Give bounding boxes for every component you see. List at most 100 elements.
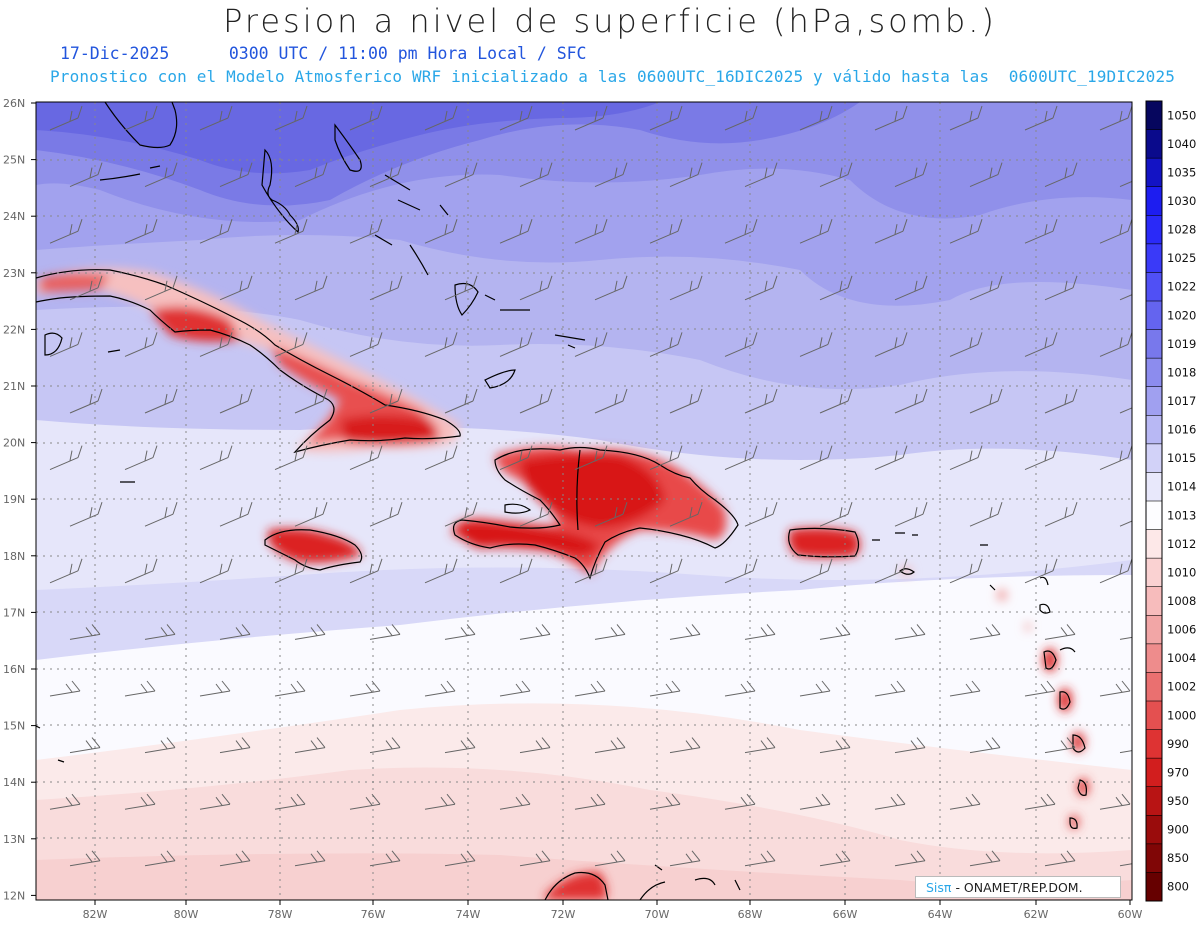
lon-label: 80W bbox=[174, 908, 199, 921]
wind-barb bbox=[124, 219, 158, 244]
wind-barb bbox=[969, 275, 1003, 301]
wind-barb bbox=[1024, 445, 1058, 471]
wind-barb bbox=[819, 388, 853, 414]
wind-barb bbox=[144, 624, 176, 640]
wind-barb bbox=[1099, 219, 1132, 244]
colorbar-swatch bbox=[1146, 129, 1162, 159]
wind-barb bbox=[274, 680, 306, 697]
wind-barb bbox=[444, 275, 478, 301]
wind-barb bbox=[219, 737, 251, 754]
colorbar-swatch bbox=[1146, 815, 1162, 845]
wind-barb bbox=[649, 105, 683, 131]
wind-barb bbox=[669, 388, 703, 414]
credit-box: Sisπ - ONAMET/REP.DOM. bbox=[915, 876, 1121, 898]
land-pressure-anomalies bbox=[36, 268, 1089, 900]
wind-barb bbox=[1044, 162, 1078, 188]
wind-barb bbox=[349, 105, 383, 131]
colorbar-swatch bbox=[1146, 101, 1162, 131]
wind-barb bbox=[1044, 502, 1078, 527]
lat-label: 12N bbox=[3, 889, 25, 902]
colorbar-label: 1040 bbox=[1167, 137, 1196, 151]
wind-barb bbox=[69, 850, 101, 867]
model-info-line: Pronostico con el Modelo Atmosferico WRF… bbox=[50, 67, 1176, 86]
lat-label: 20N bbox=[3, 437, 25, 450]
wind-barb bbox=[649, 558, 683, 584]
wind-barb bbox=[799, 219, 833, 244]
wind-barb bbox=[1024, 793, 1056, 810]
lon-label: 62W bbox=[1024, 908, 1049, 921]
coastlines bbox=[36, 102, 1087, 900]
wind-barb bbox=[969, 388, 1003, 414]
wind-barb bbox=[144, 502, 178, 527]
wind-barb bbox=[199, 219, 233, 244]
wind-barb bbox=[369, 737, 401, 754]
wind-barb bbox=[499, 219, 533, 244]
wind-barb bbox=[49, 105, 83, 131]
colorbar-swatch bbox=[1146, 786, 1162, 816]
wind-barb bbox=[669, 850, 701, 867]
colorbar-label: 1000 bbox=[1167, 708, 1196, 722]
wind-barb bbox=[219, 624, 251, 640]
wind-barb bbox=[574, 680, 606, 697]
wind-barb bbox=[1044, 624, 1076, 640]
colorbar-swatch bbox=[1146, 158, 1162, 188]
wind-barb bbox=[274, 558, 308, 584]
credit-text: - ONAMET/REP.DOM. bbox=[955, 880, 1083, 895]
wind-barb bbox=[219, 275, 253, 301]
wind-barb bbox=[444, 502, 478, 527]
wind-barb bbox=[369, 275, 403, 301]
wind-barb bbox=[69, 624, 101, 640]
wind-barb bbox=[1099, 332, 1132, 357]
pressure-field bbox=[36, 102, 1132, 900]
wind-barb bbox=[669, 737, 701, 754]
wind-barb bbox=[199, 793, 231, 810]
wind-barb bbox=[574, 105, 608, 131]
wind-barb bbox=[949, 105, 983, 131]
wind-barb bbox=[724, 332, 758, 357]
wind-barb bbox=[349, 680, 381, 697]
wind-barb bbox=[669, 162, 703, 188]
wind-barb bbox=[519, 850, 551, 867]
wind-barb bbox=[874, 680, 906, 697]
wind-barb bbox=[969, 850, 1001, 867]
wind-barb bbox=[49, 680, 81, 697]
colorbar-swatch bbox=[1146, 672, 1162, 702]
wind-barb bbox=[294, 275, 328, 301]
wind-barb bbox=[969, 502, 1003, 527]
wind-barb bbox=[1119, 520, 1132, 527]
lat-label: 15N bbox=[3, 720, 25, 733]
wind-barb bbox=[199, 558, 233, 584]
wind-barb bbox=[724, 445, 758, 471]
wind-barb bbox=[294, 162, 328, 188]
wind-barb bbox=[799, 332, 833, 357]
wind-barb bbox=[519, 275, 553, 301]
wind-barb bbox=[949, 558, 983, 584]
colorbar-swatch bbox=[1146, 301, 1162, 331]
wind-barbs bbox=[49, 105, 1132, 867]
colorbar-label: 1013 bbox=[1167, 508, 1196, 522]
wind-barb bbox=[1099, 680, 1131, 697]
wind-barb bbox=[1119, 636, 1132, 640]
colorbar-label: 1035 bbox=[1167, 165, 1196, 179]
lon-label: 60W bbox=[1118, 908, 1143, 921]
wind-barb bbox=[1024, 680, 1056, 697]
colorbar-swatch bbox=[1146, 358, 1162, 388]
valid-time-line: 17-Dic-2025 0300 UTC / 11:00 pm Hora Loc… bbox=[60, 44, 587, 63]
colorbar-label: 970 bbox=[1167, 765, 1189, 779]
colorbar-swatch bbox=[1146, 501, 1162, 531]
lon-label: 72W bbox=[551, 908, 576, 921]
colorbar-label: 800 bbox=[1167, 880, 1189, 894]
wind-barb bbox=[574, 332, 608, 357]
wind-barb bbox=[594, 624, 626, 640]
wind-barb bbox=[894, 502, 928, 527]
wind-barb bbox=[444, 388, 478, 414]
colorbar-swatch bbox=[1146, 443, 1162, 473]
colorbar-swatch bbox=[1146, 701, 1162, 731]
colorbar-swatch bbox=[1146, 529, 1162, 559]
colorbar-label: 950 bbox=[1167, 794, 1189, 808]
wind-barb bbox=[574, 793, 606, 810]
wind-barb bbox=[69, 502, 103, 527]
wind-barb bbox=[424, 332, 458, 357]
wind-barb bbox=[294, 388, 328, 414]
wind-barb bbox=[574, 445, 608, 471]
